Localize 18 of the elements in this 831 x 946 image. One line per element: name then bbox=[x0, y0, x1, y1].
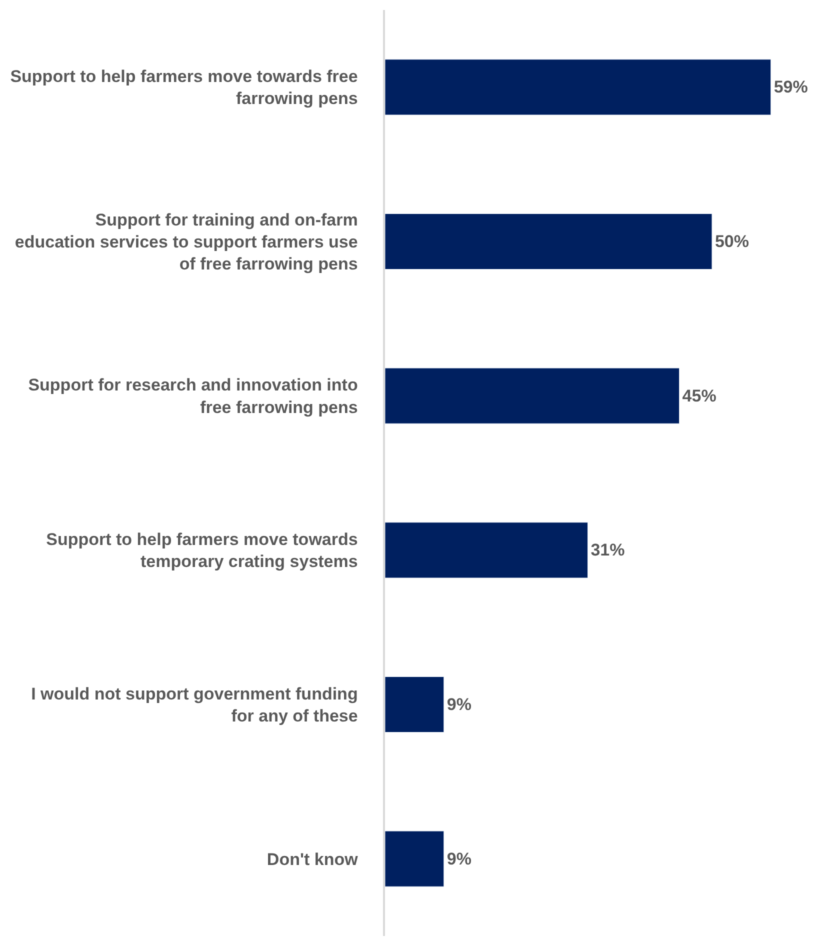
bar bbox=[385, 368, 680, 424]
data-label: 9% bbox=[446, 695, 472, 714]
y-tick-label: Don't know bbox=[266, 850, 359, 869]
y-tick-label: I would not support government funding for any of these bbox=[31, 684, 358, 726]
y-tick-label: Support for training and on-farm education services to support farmers use of free farrowing pens bbox=[14, 210, 358, 274]
data-label: 45% bbox=[682, 386, 716, 406]
bar bbox=[385, 830, 444, 887]
data-label: 59% bbox=[774, 78, 808, 97]
bar bbox=[385, 59, 772, 116]
y-tick-label: Support to help farmers move towards free farrowing pens bbox=[10, 67, 358, 108]
y-tick-label: Support to help farmers move towards temporary crating systems bbox=[46, 530, 358, 572]
bar bbox=[385, 213, 712, 270]
data-label: 9% bbox=[446, 849, 472, 868]
bar bbox=[385, 676, 444, 733]
bar bbox=[385, 522, 588, 578]
data-label: 31% bbox=[590, 540, 625, 560]
y-tick-label: Support for research and innovation into free farrowing pens bbox=[28, 376, 358, 417]
data-label: 50% bbox=[714, 232, 750, 251]
